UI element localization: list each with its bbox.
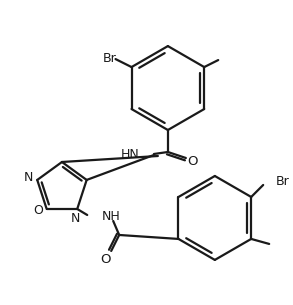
Text: Br: Br bbox=[276, 175, 290, 188]
Text: O: O bbox=[188, 156, 198, 168]
Text: O: O bbox=[33, 204, 42, 217]
Text: N: N bbox=[71, 213, 80, 225]
Text: N: N bbox=[23, 171, 33, 185]
Text: O: O bbox=[100, 253, 110, 267]
Text: HN: HN bbox=[121, 149, 140, 162]
Text: Br: Br bbox=[103, 52, 116, 65]
Text: NH: NH bbox=[102, 210, 121, 224]
